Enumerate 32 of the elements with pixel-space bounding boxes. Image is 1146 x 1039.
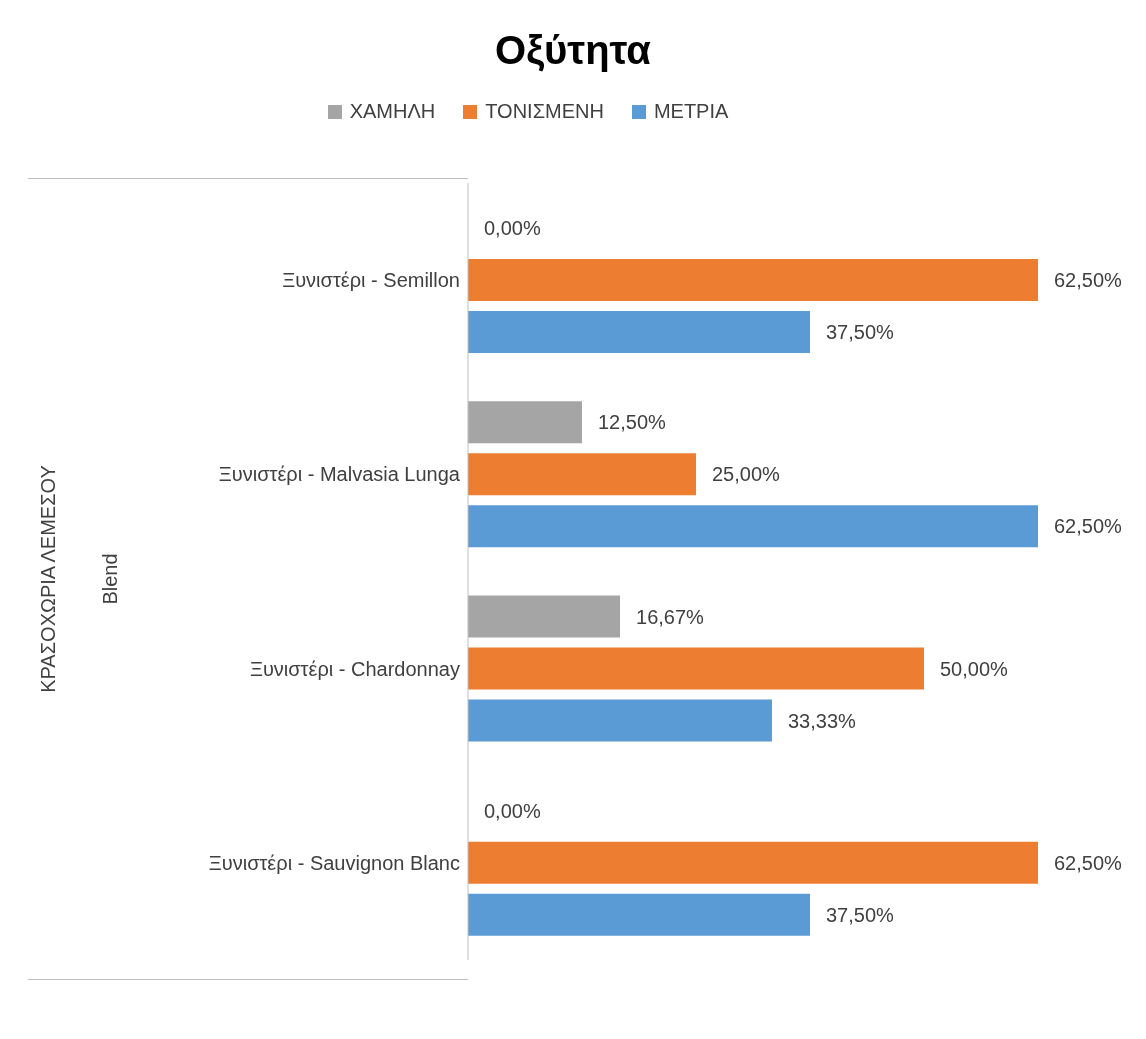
data-label: 62,50%	[1054, 515, 1123, 538]
y-tick-label: Ξυνιστέρι - Chardonnay	[249, 657, 460, 680]
y-tick-label: Ξυνιστέρι - Malvasia Lunga	[218, 463, 461, 486]
bar	[468, 259, 1038, 301]
legend-label: ΧΑΜΗΛΗ	[348, 100, 436, 123]
legend-label: ΜΕΤΡΙΑ	[652, 100, 729, 123]
data-label: 16,67%	[636, 605, 705, 628]
data-label: 62,50%	[1054, 269, 1123, 292]
text: Blend	[98, 553, 122, 605]
data-label: 33,33%	[787, 709, 857, 732]
data-label: 25,00%	[712, 463, 781, 486]
data-label: 37,50%	[826, 903, 895, 926]
data-label: 0,00%	[484, 799, 541, 822]
data-label: 50,00%	[940, 657, 1009, 680]
legend-label: ΤΟΝΙΣΜΕΝΗ	[484, 100, 604, 123]
chart-title: Οξύτητα	[494, 27, 652, 74]
y-tick-label: Ξυνιστέρι - Semillon	[282, 269, 460, 292]
bar	[468, 893, 810, 936]
bar	[468, 311, 810, 353]
bar	[468, 699, 772, 742]
bar	[468, 595, 621, 638]
bar	[468, 841, 1038, 884]
bar	[468, 453, 696, 496]
bar	[468, 401, 582, 444]
text: ΚΡΑΣΟΧΩΡΙΑ ΛΕΜΕΣΟΥ	[36, 465, 60, 693]
data-label: 0,00%	[484, 217, 541, 240]
bar	[468, 647, 924, 690]
data-label: 12,50%	[598, 411, 667, 434]
data-label: 62,50%	[1054, 851, 1123, 874]
data-label: 37,50%	[826, 321, 895, 344]
bar	[468, 505, 1038, 548]
y-tick-label: Ξυνιστέρι - Sauvignon Blanc	[208, 851, 460, 874]
